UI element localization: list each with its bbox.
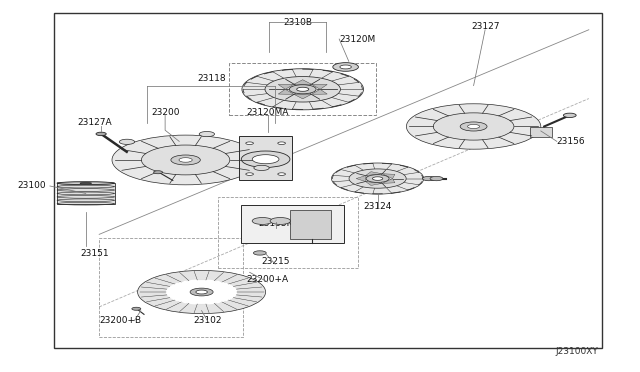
- Ellipse shape: [340, 65, 351, 69]
- Text: 23200+B: 23200+B: [99, 316, 141, 325]
- Polygon shape: [365, 171, 382, 176]
- FancyBboxPatch shape: [241, 205, 344, 243]
- Ellipse shape: [297, 87, 308, 91]
- Polygon shape: [294, 94, 312, 99]
- Ellipse shape: [96, 132, 106, 136]
- Ellipse shape: [138, 270, 266, 314]
- Ellipse shape: [171, 155, 200, 165]
- Ellipse shape: [372, 177, 383, 180]
- Ellipse shape: [366, 175, 389, 182]
- Ellipse shape: [468, 125, 479, 128]
- Text: 23127A: 23127A: [77, 118, 112, 127]
- Ellipse shape: [252, 155, 279, 164]
- Ellipse shape: [278, 173, 285, 175]
- Text: 2310B: 2310B: [283, 18, 312, 27]
- Ellipse shape: [196, 290, 207, 294]
- Text: J23100XY: J23100XY: [556, 347, 598, 356]
- FancyBboxPatch shape: [290, 210, 331, 239]
- Polygon shape: [382, 179, 395, 183]
- Ellipse shape: [265, 77, 340, 102]
- Text: 23120M: 23120M: [339, 35, 376, 44]
- Ellipse shape: [333, 62, 358, 71]
- Ellipse shape: [278, 142, 285, 144]
- FancyBboxPatch shape: [239, 136, 292, 180]
- Ellipse shape: [253, 251, 266, 255]
- Polygon shape: [166, 280, 237, 304]
- Polygon shape: [312, 84, 327, 89]
- Polygon shape: [356, 176, 365, 182]
- Ellipse shape: [112, 135, 259, 185]
- Ellipse shape: [119, 139, 134, 144]
- Text: 23120MA: 23120MA: [246, 108, 289, 117]
- Ellipse shape: [242, 69, 364, 110]
- Ellipse shape: [141, 145, 230, 175]
- Text: 23102: 23102: [194, 316, 222, 325]
- Text: 23215: 23215: [261, 257, 289, 266]
- Ellipse shape: [254, 165, 269, 170]
- Text: 23124: 23124: [364, 202, 392, 211]
- Ellipse shape: [80, 183, 92, 184]
- Text: 23200: 23200: [151, 108, 179, 117]
- Ellipse shape: [57, 182, 115, 185]
- Ellipse shape: [246, 142, 253, 144]
- Polygon shape: [312, 89, 327, 94]
- Text: 23100: 23100: [17, 182, 46, 190]
- FancyBboxPatch shape: [54, 13, 602, 348]
- Ellipse shape: [154, 171, 163, 174]
- Text: 23200+A: 23200+A: [246, 275, 289, 284]
- Ellipse shape: [246, 173, 253, 175]
- Ellipse shape: [422, 176, 435, 181]
- Ellipse shape: [349, 169, 406, 188]
- Ellipse shape: [166, 280, 237, 304]
- Ellipse shape: [433, 113, 514, 140]
- Ellipse shape: [289, 85, 316, 94]
- Ellipse shape: [190, 288, 213, 296]
- Polygon shape: [278, 89, 294, 94]
- Ellipse shape: [179, 158, 192, 162]
- Text: 23135M: 23135M: [259, 219, 294, 228]
- Ellipse shape: [406, 104, 541, 149]
- Ellipse shape: [132, 307, 141, 310]
- Polygon shape: [278, 84, 294, 89]
- FancyBboxPatch shape: [57, 183, 115, 204]
- Ellipse shape: [430, 176, 443, 181]
- Polygon shape: [382, 174, 395, 179]
- Ellipse shape: [241, 151, 290, 167]
- Polygon shape: [365, 182, 382, 186]
- Polygon shape: [294, 80, 312, 84]
- Ellipse shape: [332, 163, 424, 194]
- Text: 23127: 23127: [471, 22, 499, 31]
- Text: 23118: 23118: [197, 74, 225, 83]
- Ellipse shape: [270, 218, 291, 224]
- Text: 23156: 23156: [557, 137, 586, 146]
- Text: 23151: 23151: [81, 249, 109, 258]
- Ellipse shape: [460, 122, 487, 131]
- Ellipse shape: [563, 113, 576, 118]
- Ellipse shape: [252, 218, 273, 224]
- FancyBboxPatch shape: [530, 127, 552, 137]
- Ellipse shape: [199, 131, 214, 137]
